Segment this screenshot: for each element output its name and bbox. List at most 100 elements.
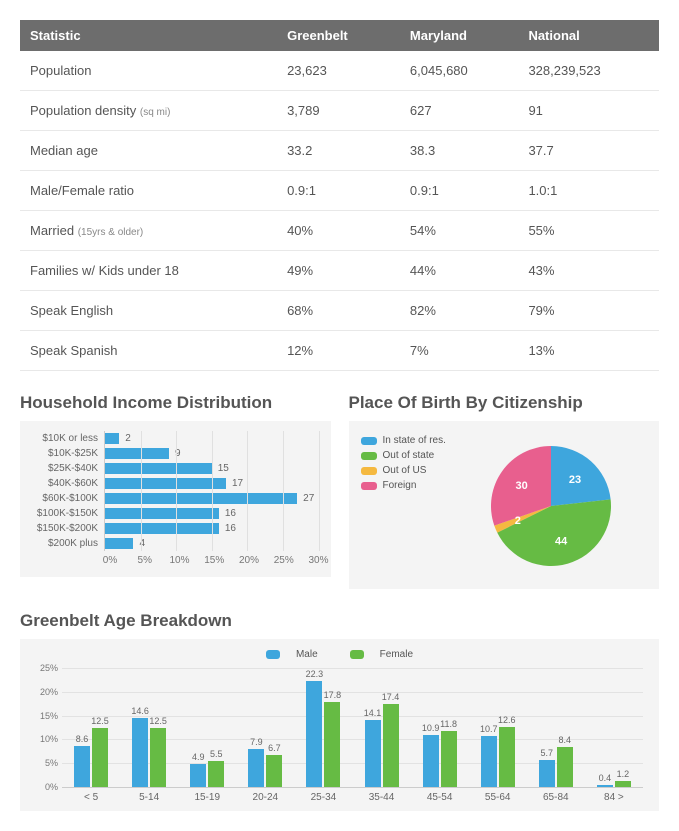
age-bar-value: 22.3 (306, 669, 324, 679)
pie-slice-label: 44 (555, 536, 568, 548)
age-group: 10.712.6 (469, 668, 527, 787)
legend-item: Foreign (361, 480, 446, 491)
hbar-value: 27 (303, 493, 314, 504)
stats-col-header: Statistic (20, 20, 277, 51)
stat-label: Married (15yrs & older) (20, 211, 277, 251)
stat-value: 49% (277, 251, 400, 291)
stat-value: 328,239,523 (518, 51, 659, 91)
stat-value: 0.9:1 (400, 171, 519, 211)
stat-label: Speak Spanish (20, 331, 277, 371)
age-xtick: 15-19 (178, 792, 236, 803)
hbar-bar (105, 538, 133, 549)
stat-value: 82% (400, 291, 519, 331)
age-bar-value: 12.6 (498, 715, 516, 725)
age-bar-value: 14.1 (364, 708, 382, 718)
age-group: 0.41.2 (585, 668, 643, 787)
age-group: 5.78.4 (527, 668, 585, 787)
hbar-category-label: $10K or less (32, 431, 98, 446)
legend-swatch (361, 482, 377, 490)
age-bar-value: 4.9 (192, 752, 205, 762)
hbar-xtick: 15% (204, 555, 224, 566)
age-group: 8.6 12.5 (62, 668, 120, 787)
stat-value: 79% (518, 291, 659, 331)
age-bar-value: 12.5 (91, 716, 109, 726)
age-bar-value: 17.4 (382, 692, 400, 702)
stat-value: 23,623 (277, 51, 400, 91)
hbar-bar (105, 523, 219, 534)
age-bar-value: 12.5 (149, 716, 167, 726)
age-xtick: 20-24 (236, 792, 294, 803)
legend-swatch (350, 650, 364, 659)
birth-chart-title: Place Of Birth By Citizenship (349, 393, 660, 413)
stat-label: Median age (20, 131, 277, 171)
age-group: 14.117.4 (352, 668, 410, 787)
age-ytick: 15% (32, 711, 58, 721)
legend-item: Out of US (361, 465, 446, 476)
hbar-value: 17 (232, 478, 243, 489)
age-bar-value: 1.2 (617, 769, 630, 779)
table-row: Population density (sq mi)3,78962791 (20, 91, 659, 131)
age-bar-value: 17.8 (324, 690, 342, 700)
table-row: Speak Spanish 12%7%13% (20, 331, 659, 371)
stat-value: 627 (400, 91, 519, 131)
age-bar: 0.4 (597, 785, 613, 787)
age-bar: 8.6 (74, 746, 90, 787)
age-xtick: < 5 (62, 792, 120, 803)
hbar-bar (105, 493, 297, 504)
table-row: Male/Female ratio 0.9:10.9:11.0:1 (20, 171, 659, 211)
table-row: Families w/ Kids under 18 49%44%43% (20, 251, 659, 291)
age-bar-value: 8.4 (559, 735, 572, 745)
hbar-xtick: 25% (274, 555, 294, 566)
table-row: Median age 33.238.337.7 (20, 131, 659, 171)
age-bar: 22.3 (306, 681, 322, 787)
age-group: 22.317.8 (294, 668, 352, 787)
age-bar-value: 6.7 (268, 743, 281, 753)
pie-chart-svg: 2344230 (476, 431, 626, 581)
legend-label: Out of state (383, 450, 435, 461)
age-bar-value: 10.9 (422, 723, 440, 733)
pie-slice-label: 30 (516, 480, 528, 492)
stats-col-header: Greenbelt (277, 20, 400, 51)
age-ytick: 20% (32, 687, 58, 697)
age-xtick: 55-64 (469, 792, 527, 803)
age-group: 14.612.5 (120, 668, 178, 787)
stat-value: 1.0:1 (518, 171, 659, 211)
age-bar-value: 10.7 (480, 724, 498, 734)
age-ytick: 25% (32, 663, 58, 673)
table-row: Married (15yrs & older)40%54%55% (20, 211, 659, 251)
stats-col-header: National (518, 20, 659, 51)
age-bar: 1.2 (615, 781, 631, 787)
stat-label: Population (20, 51, 277, 91)
legend-label: Out of US (383, 465, 427, 476)
stats-table: StatisticGreenbeltMarylandNational Popul… (20, 20, 659, 371)
hbar-bar (105, 433, 119, 444)
hbar-xtick: 30% (308, 555, 328, 566)
income-chart: $10K or less$10K-$25K$25K-$40K$40K-$60K$… (20, 421, 331, 577)
hbar-value: 16 (225, 523, 236, 534)
hbar-category-label: $60K-$100K (32, 491, 98, 506)
hbar-value: 15 (218, 463, 229, 474)
age-bar: 6.7 (266, 755, 282, 787)
hbar-value: 16 (225, 508, 236, 519)
stat-value: 91 (518, 91, 659, 131)
age-xtick: 5-14 (120, 792, 178, 803)
table-row: Population 23,6236,045,680328,239,523 (20, 51, 659, 91)
age-ytick: 5% (32, 758, 58, 768)
stat-value: 37.7 (518, 131, 659, 171)
age-xtick: 84 > (585, 792, 643, 803)
age-bar: 14.1 (365, 720, 381, 787)
age-bar: 10.7 (481, 736, 497, 787)
legend-item: In state of res. (361, 435, 446, 446)
legend-swatch (361, 467, 377, 475)
stat-value: 44% (400, 251, 519, 291)
hbar-category-label: $150K-$200K (32, 521, 98, 536)
stats-col-header: Maryland (400, 20, 519, 51)
legend-label: In state of res. (383, 435, 446, 446)
stat-label: Families w/ Kids under 18 (20, 251, 277, 291)
stat-value: 6,045,680 (400, 51, 519, 91)
stat-value: 68% (277, 291, 400, 331)
stat-value: 7% (400, 331, 519, 371)
age-bar-value: 0.4 (599, 773, 612, 783)
age-xtick: 25-34 (294, 792, 352, 803)
table-row: Speak English 68%82%79% (20, 291, 659, 331)
